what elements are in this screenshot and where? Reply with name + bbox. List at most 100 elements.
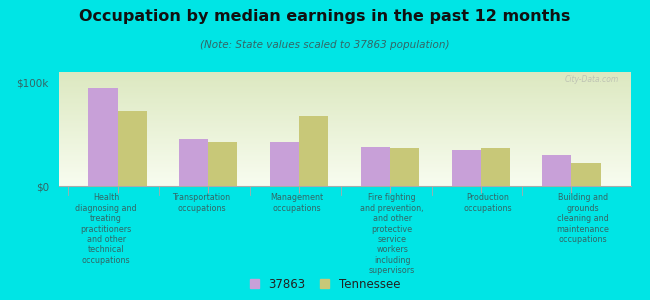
Bar [58, 145, 630, 146]
Bar [58, 78, 630, 79]
Bar [58, 128, 630, 129]
Bar [58, 81, 630, 82]
Bar [58, 80, 630, 81]
Text: City-Data.com: City-Data.com [565, 75, 619, 84]
Bar [58, 106, 630, 107]
Bar [58, 170, 630, 171]
Bar [58, 136, 630, 137]
Bar [118, 111, 146, 186]
Bar [58, 135, 630, 136]
Bar [58, 134, 630, 135]
Bar [452, 150, 481, 186]
Bar [58, 131, 630, 132]
Bar [58, 171, 630, 172]
Bar [58, 111, 630, 112]
Text: Building and
grounds
cleaning and
maintenance
occupations: Building and grounds cleaning and mainte… [556, 194, 609, 244]
Bar [58, 113, 630, 114]
Bar [58, 119, 630, 120]
Bar [58, 86, 630, 87]
Bar [58, 79, 630, 80]
Bar [58, 168, 630, 169]
Bar [58, 94, 630, 95]
Bar [58, 162, 630, 163]
Bar [58, 129, 630, 130]
Bar [58, 152, 630, 153]
Bar [58, 127, 630, 128]
Bar [58, 137, 630, 138]
Bar [58, 176, 630, 177]
Bar [58, 148, 630, 149]
Bar [58, 177, 630, 178]
Bar [58, 130, 630, 131]
Bar [58, 104, 630, 105]
Bar [58, 184, 630, 185]
Bar [58, 85, 630, 86]
Bar [58, 74, 630, 75]
Bar [58, 109, 630, 110]
Bar [58, 83, 630, 85]
Bar [299, 116, 328, 186]
Bar [58, 164, 630, 166]
Bar [58, 120, 630, 121]
Bar [58, 146, 630, 147]
Bar [58, 123, 630, 124]
Bar [58, 88, 630, 89]
Bar [58, 175, 630, 176]
Bar [58, 115, 630, 116]
Bar [58, 132, 630, 134]
Bar [58, 160, 630, 161]
Text: Transportation
occupations: Transportation occupations [172, 194, 231, 213]
Bar [390, 148, 419, 186]
Bar [58, 114, 630, 115]
Bar [481, 148, 510, 186]
Bar [58, 126, 630, 127]
Bar [361, 147, 390, 186]
Bar [58, 82, 630, 83]
Bar [58, 73, 630, 74]
Bar [58, 143, 630, 144]
Bar [58, 166, 630, 167]
Bar [179, 140, 208, 186]
Bar [58, 97, 630, 98]
Bar [58, 87, 630, 88]
Bar [58, 156, 630, 158]
Bar [58, 155, 630, 156]
Bar [88, 88, 118, 186]
Bar [58, 140, 630, 142]
Bar [58, 147, 630, 148]
Text: Management
occupations: Management occupations [270, 194, 324, 213]
Bar [58, 142, 630, 143]
Bar [58, 182, 630, 183]
Bar [58, 72, 630, 73]
Bar [58, 92, 630, 94]
Bar [58, 161, 630, 162]
Bar [270, 142, 299, 186]
Text: Occupation by median earnings in the past 12 months: Occupation by median earnings in the pas… [79, 9, 571, 24]
Bar [58, 107, 630, 109]
Bar [58, 95, 630, 96]
Bar [58, 183, 630, 184]
Bar [58, 124, 630, 126]
Bar [58, 138, 630, 139]
Bar [58, 167, 630, 168]
Bar [58, 179, 630, 180]
Text: Fire fighting
and prevention,
and other
protective
service
workers
including
sup: Fire fighting and prevention, and other … [360, 194, 424, 275]
Bar [58, 89, 630, 90]
Bar [58, 121, 630, 122]
Bar [58, 116, 630, 118]
Bar [58, 153, 630, 154]
Bar [58, 105, 630, 106]
Bar [208, 142, 237, 186]
Bar [58, 185, 630, 186]
Bar [571, 163, 601, 186]
Bar [58, 144, 630, 145]
Bar [58, 151, 630, 152]
Bar [58, 149, 630, 151]
Bar [58, 173, 630, 175]
Bar [58, 98, 630, 99]
Bar [58, 99, 630, 101]
Bar [58, 75, 630, 76]
Bar [58, 169, 630, 170]
Bar [58, 90, 630, 92]
Bar [58, 180, 630, 181]
